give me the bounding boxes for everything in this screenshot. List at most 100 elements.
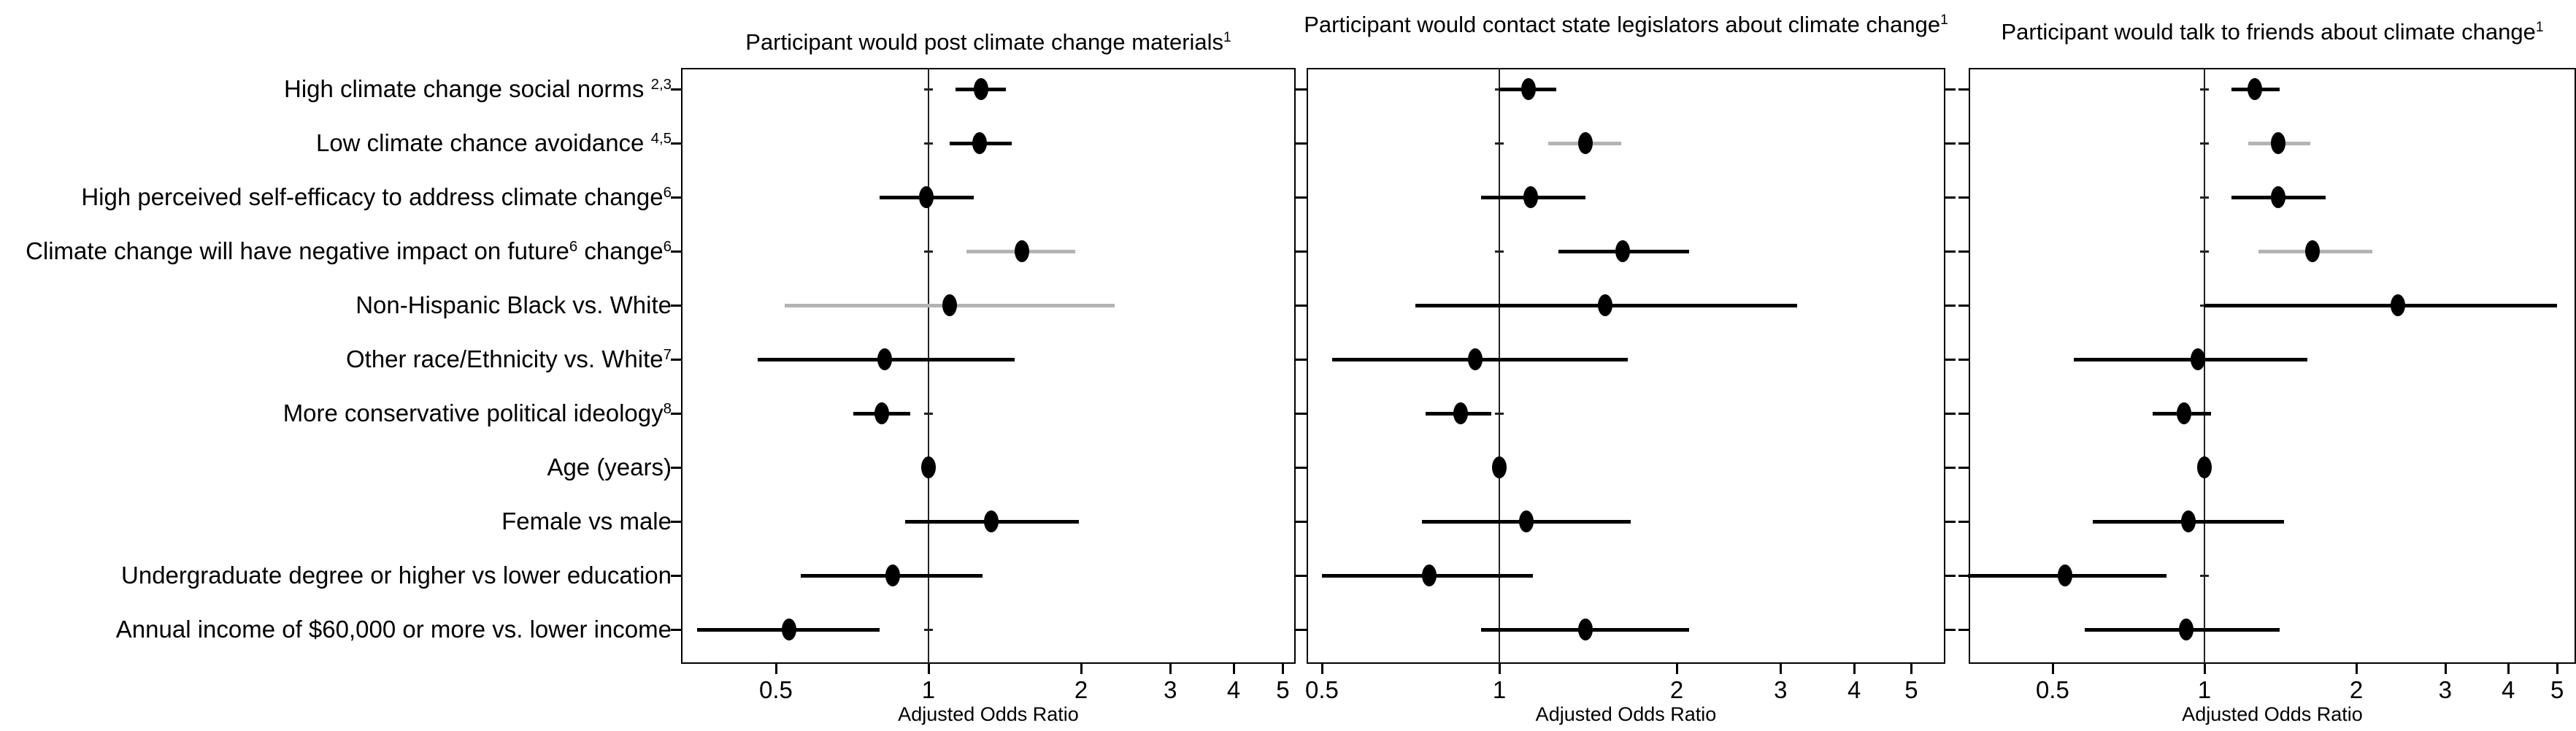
x-axis-tick — [1910, 664, 1913, 674]
row-tick-right — [1945, 359, 1956, 361]
row-tick-left — [671, 88, 681, 91]
point-marker — [1492, 456, 1507, 478]
label-text: Participant would post climate change ma… — [745, 29, 1224, 55]
refline-row-tick — [2199, 88, 2209, 91]
x-axis-tick — [1080, 664, 1083, 674]
label-text: change — [577, 237, 664, 264]
ci-line — [2073, 358, 2308, 361]
x-axis-tick — [2556, 664, 2559, 674]
label-text: Participant would talk to friends about … — [2001, 19, 2536, 45]
point-marker — [974, 78, 989, 100]
x-axis-tick — [2356, 664, 2358, 674]
point-marker — [1453, 402, 1469, 424]
refline-row-tick — [923, 629, 933, 631]
point-marker — [1578, 132, 1593, 154]
row-tick-left — [1296, 359, 1307, 361]
row-tick-right — [1945, 88, 1956, 91]
refline-row-tick — [923, 413, 933, 415]
point-marker — [1523, 186, 1538, 208]
row-tick-left — [671, 305, 681, 307]
plot-frame — [1969, 68, 2576, 664]
point-marker — [885, 564, 900, 586]
row-tick-right — [1945, 521, 1956, 523]
label-text: Participant would contact state legislat… — [1304, 12, 1941, 37]
refline-row-tick — [2199, 250, 2209, 253]
row-tick-right — [1945, 629, 1956, 631]
label-text: Low climate chance avoidance — [315, 129, 651, 156]
x-tick-label: 5 — [2550, 676, 2564, 703]
x-tick-label: 3 — [1164, 676, 1177, 703]
point-marker — [1597, 294, 1612, 316]
point-marker — [2181, 510, 2196, 532]
refline-row-tick — [1495, 413, 1504, 415]
superscript: 1 — [1223, 30, 1231, 46]
row-tick-left — [1958, 467, 1969, 469]
x-tick-label: 0.5 — [758, 676, 793, 703]
reference-line-or-1 — [927, 68, 929, 664]
x-axis-tick — [2507, 664, 2510, 674]
row-tick-left — [1296, 88, 1307, 91]
x-tick-label: 4 — [1226, 676, 1241, 703]
x-tick-label: 1 — [2197, 676, 2212, 703]
superscript: 4,5 — [650, 129, 672, 147]
label-text: High perceived self-efficacy to address … — [81, 183, 664, 210]
row-label: High perceived self-efficacy to address … — [0, 181, 672, 217]
x-tick-label: 4 — [1847, 676, 1861, 703]
point-marker — [972, 132, 987, 154]
refline-row-tick — [923, 88, 933, 91]
x-axis-tick — [1853, 664, 1856, 674]
row-tick-left — [1296, 305, 1307, 307]
x-tick-label: 3 — [1774, 676, 1788, 703]
row-tick-left — [671, 629, 681, 631]
row-label: High climate change social norms 2,3 — [0, 73, 672, 109]
row-tick-left — [1296, 142, 1307, 145]
label-text: Undergraduate degree or higher vs lower … — [121, 562, 672, 589]
row-tick-left — [1296, 467, 1307, 469]
point-marker — [984, 510, 999, 532]
row-tick-left — [671, 359, 681, 361]
panel-title: Participant would post climate change ma… — [745, 29, 1231, 56]
point-marker — [1518, 510, 1534, 532]
row-tick-left — [671, 521, 681, 523]
x-tick-label: 4 — [2501, 676, 2515, 703]
row-tick-right — [1945, 413, 1956, 415]
label-text: Female vs male — [501, 508, 672, 535]
x-axis-tick — [927, 664, 930, 674]
x-axis-tick — [1233, 664, 1236, 674]
reference-line-or-1 — [2203, 68, 2205, 664]
x-tick-label: 3 — [2438, 676, 2452, 703]
point-marker — [942, 294, 957, 316]
row-tick-left — [1958, 250, 1969, 253]
row-tick-left — [671, 142, 681, 145]
row-tick-left — [1958, 629, 1969, 631]
row-label: Annual income of $60,000 or more vs. low… — [0, 613, 672, 646]
row-tick-right — [1945, 305, 1956, 307]
x-tick-label: 2 — [2349, 676, 2364, 703]
row-tick-left — [1958, 521, 1969, 523]
label-text: Non-Hispanic Black vs. White — [355, 291, 672, 318]
row-label: Climate change will have negative impact… — [0, 235, 672, 271]
point-marker — [1615, 240, 1631, 262]
label-text: High climate change social norms — [284, 75, 651, 102]
x-tick-label: 1 — [1492, 676, 1507, 703]
refline-row-tick — [1495, 250, 1504, 253]
plot-frame — [1307, 68, 1945, 664]
point-marker — [2176, 402, 2191, 424]
row-tick-left — [1296, 196, 1307, 199]
point-marker — [1421, 564, 1437, 586]
label-text: Other race/Ethnicity vs. White — [345, 345, 664, 372]
x-tick-label: 5 — [1904, 676, 1918, 703]
x-axis-tick — [1780, 664, 1783, 674]
superscript: 1 — [1940, 12, 1948, 28]
plot-frame — [681, 68, 1296, 664]
point-marker — [2270, 186, 2285, 208]
row-tick-left — [1296, 575, 1307, 577]
superscript: 1 — [2535, 20, 2544, 36]
row-tick-left — [671, 575, 681, 577]
point-marker — [1578, 619, 1593, 640]
row-label: Low climate chance avoidance 4,5 — [0, 127, 672, 163]
refline-row-tick — [2199, 142, 2209, 145]
row-tick-right — [1945, 575, 1956, 577]
point-marker — [2190, 348, 2205, 370]
